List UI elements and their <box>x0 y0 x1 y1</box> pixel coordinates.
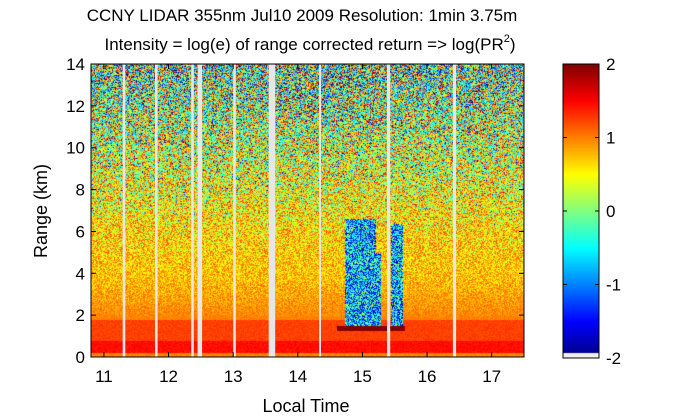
colorbar-tick-label: 2 <box>606 55 615 74</box>
colorbar-tick-label: 1 <box>606 129 615 148</box>
colorbar-gradient <box>563 64 599 358</box>
chart-title: CCNY LIDAR 355nm Jul10 2009 Resolution: … <box>87 6 518 25</box>
x-tick-label: 13 <box>224 367 243 386</box>
data-gap-7 <box>387 64 391 357</box>
plot-frame <box>90 63 525 358</box>
data-gap-4 <box>233 64 236 357</box>
subtitle-close: ) <box>510 35 516 54</box>
data-gap-1 <box>155 64 158 357</box>
y-tick-label: 0 <box>76 348 85 367</box>
y-tick-label: 6 <box>76 222 85 241</box>
y-tick-label: 4 <box>76 264 85 283</box>
x-tick-label: 15 <box>353 367 372 386</box>
data-gap-2 <box>191 64 194 357</box>
data-gap-3 <box>197 64 203 357</box>
subtitle-superscript: 2 <box>504 33 510 45</box>
data-gap-5 <box>268 64 276 357</box>
y-tick-label: 12 <box>66 97 85 116</box>
x-tick-label: 12 <box>159 367 178 386</box>
backscatter-heatmap <box>91 64 524 357</box>
colorbar-tick-label: -1 <box>606 276 621 295</box>
colorbar-ticks: 2 1 0 -1 -2 <box>563 55 621 368</box>
y-tick-label: 8 <box>76 181 85 200</box>
data-gap-0 <box>122 64 126 357</box>
x-axis-ticks: 11 12 13 14 15 16 17 <box>95 64 501 386</box>
data-gap-6 <box>319 64 321 357</box>
subtitle-main: Intensity = log(e) of range corrected re… <box>104 35 503 54</box>
y-axis-ticks: 0 2 4 6 8 10 12 14 <box>66 55 524 367</box>
data-gap-8 <box>452 64 457 357</box>
y-axis-label: Range (km) <box>31 164 51 258</box>
y-tick-label: 14 <box>66 55 85 74</box>
y-tick-label: 10 <box>66 139 85 158</box>
colorbar-tick-label: 0 <box>606 202 615 221</box>
y-tick-label: 2 <box>76 306 85 325</box>
x-tick-label: 14 <box>288 367 307 386</box>
x-axis-label: Local Time <box>262 396 349 416</box>
data-gap-layer <box>122 64 457 357</box>
x-tick-label: 11 <box>95 367 113 386</box>
x-tick-label: 17 <box>482 367 501 386</box>
chart-subtitle: Intensity = log(e) of range corrected re… <box>104 33 515 54</box>
colorbar-tick-label: -2 <box>606 349 621 368</box>
x-tick-label: 16 <box>418 367 437 386</box>
